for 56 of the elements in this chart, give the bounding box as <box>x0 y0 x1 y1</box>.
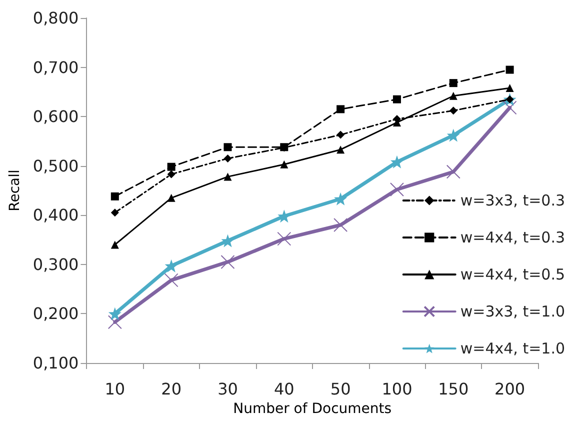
point <box>110 208 119 217</box>
y-tick-label: 0,100 <box>32 354 79 372</box>
point <box>277 232 292 246</box>
point <box>506 84 514 92</box>
point <box>390 182 404 197</box>
point <box>446 164 460 179</box>
point <box>164 259 178 272</box>
y-tick-label: 0,500 <box>32 156 79 176</box>
legend-label: w=3x3, t=0.3 <box>460 192 566 210</box>
x-tick-label: 150 <box>438 380 469 398</box>
point <box>449 106 458 115</box>
x-tick-label: 10 <box>104 380 126 398</box>
point <box>449 79 458 88</box>
point <box>390 155 404 168</box>
point <box>224 172 232 181</box>
x-tick-label: 40 <box>274 380 294 398</box>
legend-label: w=4x4, t=0.3 <box>460 228 566 246</box>
x-tick-label: 200 <box>494 380 526 398</box>
y-tick-label: 0,300 <box>32 254 79 274</box>
point <box>167 170 176 178</box>
point <box>449 92 458 100</box>
point <box>108 315 122 330</box>
point <box>110 240 119 249</box>
point <box>164 273 178 288</box>
x-tick-label: 20 <box>161 380 182 398</box>
point <box>220 254 235 269</box>
point <box>336 105 345 114</box>
point <box>167 194 176 202</box>
x-axis-title: Number of Documents <box>233 400 392 417</box>
x-tick-label: 50 <box>330 380 351 398</box>
point <box>224 143 232 152</box>
legend-label: w=3x3, t=1.0 <box>460 302 566 320</box>
x-tick-label: 30 <box>218 380 238 398</box>
y-tick-label: 0,400 <box>32 206 79 225</box>
legend-label: w=4x4, t=0.5 <box>460 266 566 284</box>
y-tick-label: 0,600 <box>32 107 79 126</box>
y-tick-label: 0,200 <box>32 304 79 324</box>
point <box>336 130 345 139</box>
point <box>502 100 517 115</box>
point <box>446 128 460 142</box>
y-tick-label: 0,800 <box>32 8 79 28</box>
point <box>280 160 288 168</box>
point <box>336 146 345 154</box>
point <box>224 154 232 162</box>
legend-label: w=4x4, t=1.0 <box>460 340 566 358</box>
point <box>108 307 122 320</box>
point <box>221 234 234 248</box>
point <box>110 192 119 200</box>
point <box>334 192 348 206</box>
point <box>506 66 514 74</box>
x-tick-label: 100 <box>382 380 412 398</box>
point <box>334 218 348 232</box>
y-axis-title: Recall <box>7 170 23 212</box>
y-tick-label: 0,700 <box>32 58 79 77</box>
point <box>167 162 176 171</box>
point <box>392 95 401 104</box>
